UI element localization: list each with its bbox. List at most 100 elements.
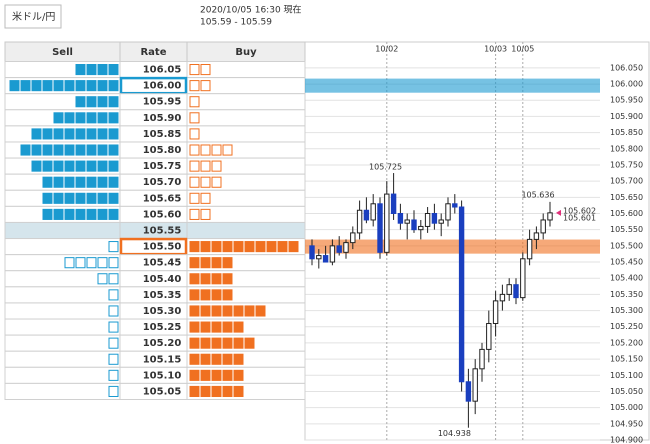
buy-square	[211, 369, 222, 381]
buy-square	[222, 321, 233, 333]
sell-square	[64, 128, 75, 140]
buy-orders	[189, 144, 233, 156]
sell-orders	[64, 257, 119, 269]
sell-square	[75, 160, 86, 172]
y-tick-label: 104.950	[610, 419, 643, 428]
sell-square	[53, 192, 64, 204]
sell-square	[86, 192, 97, 204]
sell-orders	[42, 208, 119, 220]
sell-square	[97, 128, 108, 140]
sell-square	[64, 176, 75, 188]
candle-body	[370, 203, 376, 221]
sell-square	[75, 208, 86, 220]
sell-square	[108, 64, 119, 76]
buy-square	[189, 369, 200, 381]
sell-square	[108, 369, 119, 381]
y-tick-label: 106.000	[610, 80, 643, 89]
buy-square	[233, 241, 244, 253]
candle-body	[377, 203, 383, 253]
last-high-label: 105.636	[521, 190, 554, 199]
rate-label: 105.90	[143, 113, 182, 124]
rate-label: 105.45	[143, 258, 182, 269]
sell-square	[64, 192, 75, 204]
buy-orders	[189, 273, 233, 285]
y-tick-label: 105.800	[610, 144, 643, 153]
sell-square	[75, 64, 86, 76]
y-tick-label: 106.050	[610, 63, 643, 72]
buy-orders	[189, 321, 244, 333]
buy-orders	[189, 160, 222, 172]
y-tick-label: 105.750	[610, 160, 643, 169]
buy-square	[200, 208, 211, 220]
sell-square	[97, 192, 108, 204]
candle-body	[499, 293, 506, 302]
sell-square	[75, 192, 86, 204]
buy-orders	[189, 305, 266, 317]
cell	[4, 334, 121, 352]
sell-square	[31, 128, 42, 140]
sell-orders	[75, 96, 119, 108]
buy-square	[200, 369, 211, 381]
sell-square	[42, 128, 53, 140]
buy-orders	[189, 257, 233, 269]
buy-orders	[189, 241, 299, 253]
sell-square	[53, 112, 64, 124]
buy-square	[200, 353, 211, 365]
sell-square	[42, 208, 53, 220]
buy-square	[200, 257, 211, 269]
last-close-label: 105.602	[563, 206, 596, 215]
pair-selector[interactable]	[4, 4, 62, 29]
sell-square	[108, 176, 119, 188]
buy-square	[233, 337, 244, 349]
buy-orders	[189, 337, 255, 349]
buy-orders	[189, 208, 211, 220]
candle-body	[336, 245, 342, 253]
sell-square	[9, 80, 20, 92]
buy-square	[189, 321, 200, 333]
buy-square	[233, 385, 244, 397]
sell-square	[86, 80, 97, 92]
sell-orders	[108, 353, 119, 365]
x-tick-label: 10/05	[511, 45, 534, 54]
buy-square	[244, 241, 255, 253]
sell-square	[108, 273, 119, 285]
sell-orders	[108, 241, 119, 253]
candle-body	[343, 242, 349, 253]
buy-square	[189, 112, 200, 124]
sell-orders	[42, 192, 119, 204]
y-tick-label: 104.900	[610, 436, 643, 444]
buy-square	[211, 353, 222, 365]
buy-square	[255, 241, 266, 253]
candle-body	[445, 203, 451, 221]
buy-square	[200, 321, 211, 333]
sell-square	[31, 80, 42, 92]
y-tick-label: 105.700	[610, 177, 643, 186]
candle-body	[547, 212, 553, 221]
buy-square	[200, 337, 211, 349]
sell-square	[108, 305, 119, 317]
sell-square	[108, 192, 119, 204]
buy-orders	[189, 112, 200, 124]
candle-body	[540, 219, 546, 234]
sell-square	[86, 160, 97, 172]
buy-square	[211, 305, 222, 317]
sell-orders	[9, 80, 119, 92]
sell-square	[42, 160, 53, 172]
buy-square	[222, 305, 233, 317]
y-tick-label: 105.850	[610, 128, 643, 137]
rate-label: 105.50	[143, 242, 182, 253]
rate-label: 105.55	[143, 226, 182, 237]
cell	[186, 221, 306, 240]
sell-square	[75, 96, 86, 108]
buy-square	[200, 160, 211, 172]
sell-square	[86, 144, 97, 156]
sell-orders	[53, 112, 119, 124]
rate-label: 105.60	[143, 209, 182, 220]
y-tick-label: 105.100	[610, 371, 643, 380]
buy-square	[233, 305, 244, 317]
rate-label: 105.15	[143, 354, 182, 365]
sell-square	[97, 64, 108, 76]
candle-body	[526, 238, 533, 260]
rate-label: 105.20	[143, 338, 182, 349]
sell-square	[97, 273, 108, 285]
